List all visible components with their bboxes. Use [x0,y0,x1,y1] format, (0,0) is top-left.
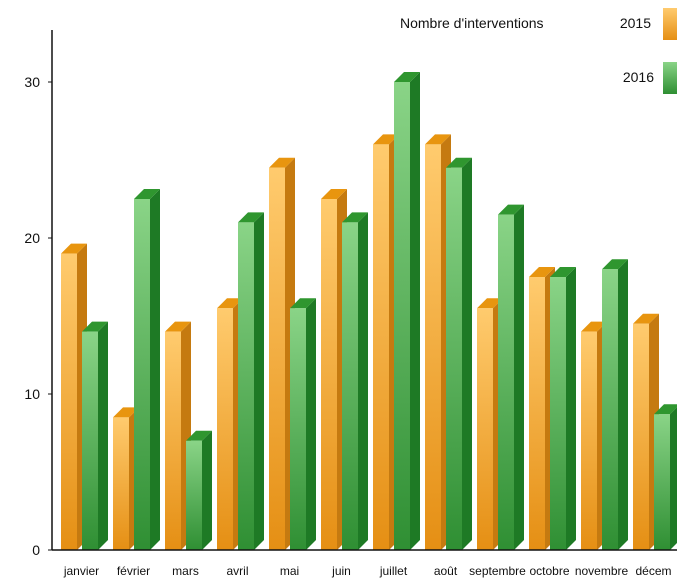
bar-2016-août [446,157,472,551]
bar-top [342,212,368,223]
bar-2016-décem [654,404,677,550]
bar-top [238,212,264,223]
bar-2016-juin [342,212,368,550]
bar-front [602,269,618,550]
bar-front [446,167,462,551]
bar-side [254,212,264,550]
bar-top [134,189,160,199]
bar-front [134,199,150,550]
x-tick-label: juin [331,564,351,578]
bar-2016-novembre [602,259,628,550]
y-tick-label: 0 [32,542,40,558]
legend: 2015 2016 [620,8,677,94]
x-tick-label: septembre [469,564,526,578]
bar-2016-septembre [498,204,524,550]
bars [61,72,677,551]
y-tick-label: 10 [24,386,40,402]
bar-front [165,331,181,550]
bar-side [514,204,524,550]
bar-top [82,321,108,332]
x-tick-label: novembre [575,564,629,578]
legend-swatch-2016 [663,62,677,94]
x-tick-label: mars [172,564,199,578]
bar-top [550,267,576,277]
bar-side [410,72,420,550]
y-tick-label: 30 [24,74,40,90]
bar-side [358,212,368,550]
legend-label-2015: 2015 [620,15,651,31]
bar-top [446,157,472,168]
y-axis: 0 10 20 30 [24,30,53,558]
bar-side [150,189,160,550]
bar-side [462,157,472,551]
bar-side [306,298,316,550]
bar-front [373,144,389,550]
y-tick-label: 20 [24,230,40,246]
bar-front [269,167,285,551]
legend-swatch-2015 [663,8,677,40]
bar-top [165,321,191,332]
bar-top [61,243,87,254]
bar-front [238,222,254,550]
legend-label-2016: 2016 [623,69,654,85]
bar-front [217,308,233,550]
bar-top [186,430,212,441]
bar-top [498,204,524,215]
x-tick-label: juillet [379,564,408,578]
bar-front [290,308,306,550]
bar-2016-avril [238,212,264,550]
x-tick-label: janvier [63,564,99,578]
bar-2015-mars [165,321,191,550]
bar-front [321,199,337,550]
bar-2016-mai [290,298,316,550]
bar-side [202,430,212,550]
bar-top [602,259,628,270]
bar-side [670,407,677,550]
bar-2016-juillet [394,72,420,550]
bar-top [394,72,420,82]
bar-2016-janvier [82,321,108,550]
bar-side [618,259,628,550]
x-tick-label: décem [635,564,671,578]
bar-front [581,331,597,550]
bar-top [373,134,399,145]
bar-top [529,267,555,277]
bar-top [581,321,607,332]
bar-front [529,277,545,550]
bar-top [113,407,139,418]
x-tick-label: février [117,564,150,578]
bar-side [566,267,576,550]
bar-2016-octobre [550,267,576,550]
bar-2016-février [134,189,160,550]
bar-top [321,189,347,199]
bar-2016-mars [186,430,212,550]
x-tick-label: octobre [529,564,569,578]
bar-top [633,313,659,324]
bar-front [477,308,493,550]
bar-top [269,157,295,168]
x-tick-label: avril [226,564,248,578]
bar-front [61,253,77,550]
bar-top [290,298,316,309]
bar-top [425,134,451,145]
bar-front [113,417,129,550]
bar-top [217,298,243,309]
bar-front [654,414,670,550]
bar-front [342,222,358,550]
bar-side [98,321,108,550]
bar-front [633,323,649,550]
bar-front [550,277,566,550]
bar-front [425,144,441,550]
x-tick-label: mai [280,564,299,578]
bar-top [477,298,503,309]
bar-front [394,82,410,550]
x-axis-labels: janvier février mars avril mai juin juillet aoû… [63,564,672,578]
bar-front [498,214,514,550]
x-tick-label: août [434,564,458,578]
chart-title: Nombre d'interventions [400,15,544,31]
bar-front [186,440,202,550]
bar-top [654,404,677,415]
bar-front [82,331,98,550]
